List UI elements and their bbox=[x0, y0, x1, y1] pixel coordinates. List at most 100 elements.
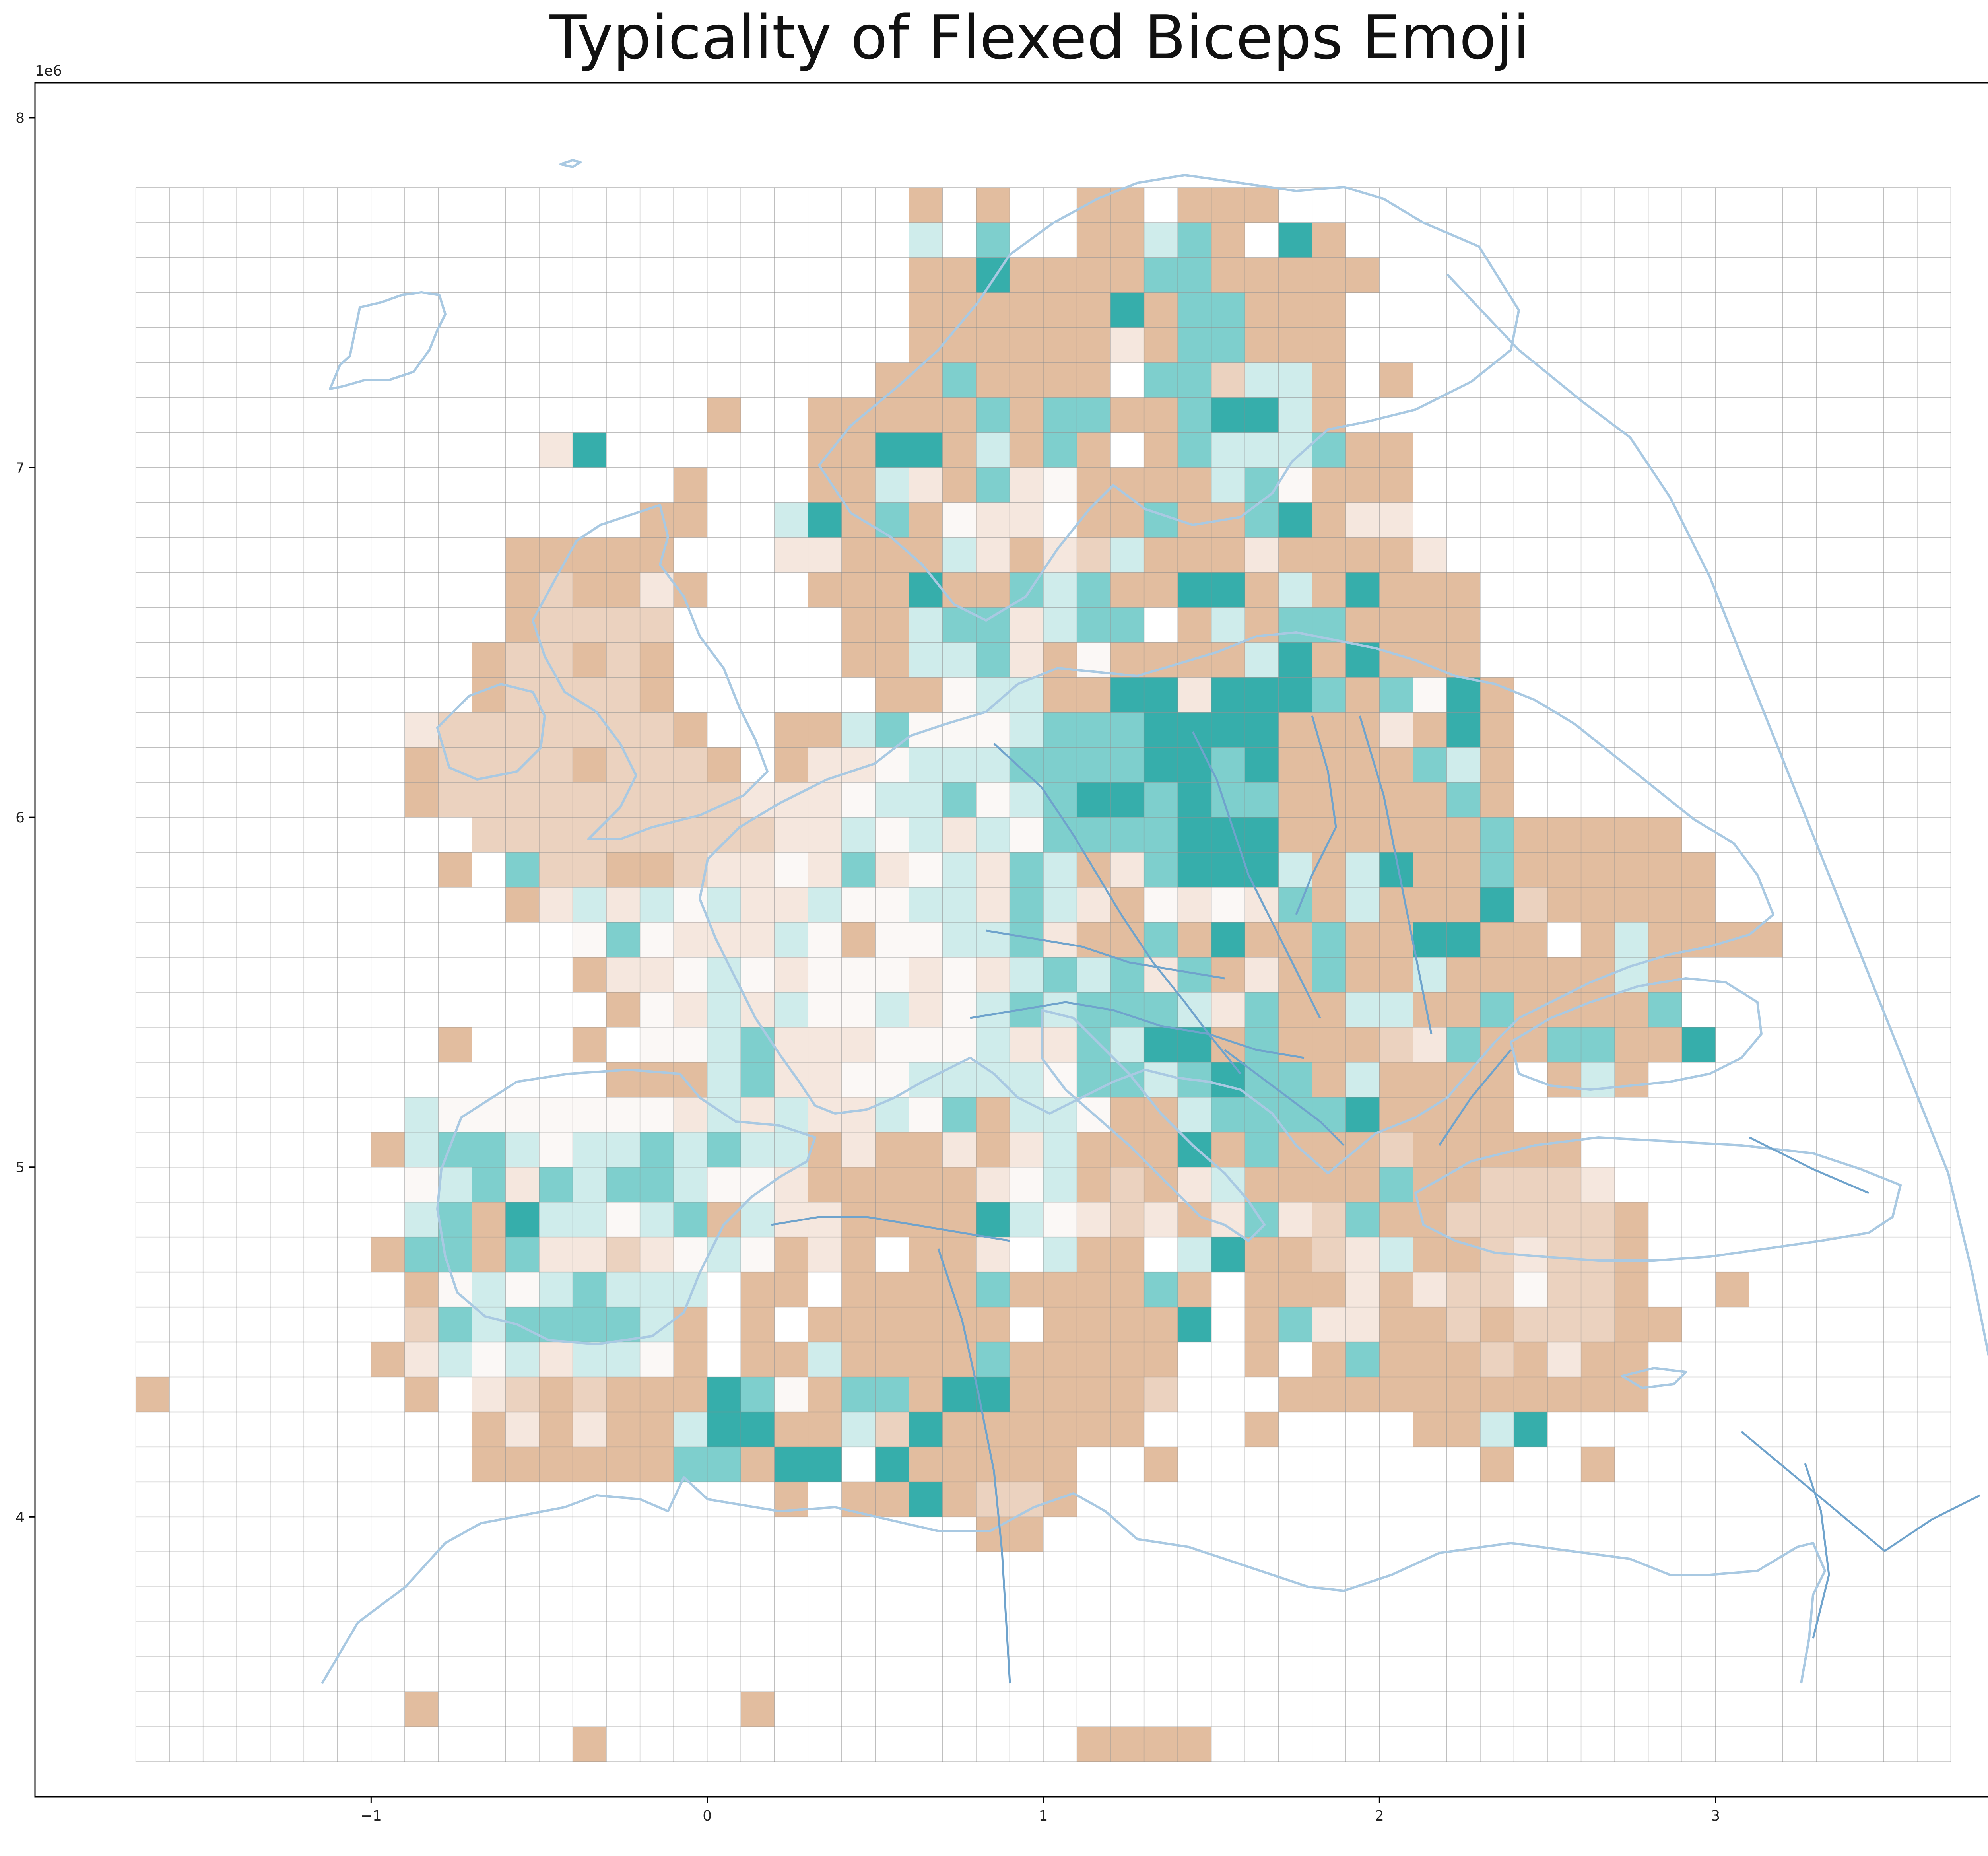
heatmap-cell bbox=[539, 642, 573, 678]
heatmap-cell bbox=[1144, 922, 1178, 957]
heatmap-cell bbox=[774, 1097, 808, 1132]
heatmap-cell bbox=[674, 1307, 707, 1342]
heatmap-cell bbox=[1345, 817, 1380, 853]
heatmap-cell bbox=[606, 922, 640, 957]
heatmap-cell bbox=[1144, 502, 1178, 538]
heatmap-cell bbox=[1278, 677, 1312, 713]
heatmap-cell bbox=[1110, 1097, 1144, 1132]
heatmap-cell bbox=[707, 1202, 741, 1237]
y-tick-label: 8 bbox=[16, 110, 25, 126]
heatmap-cell bbox=[1413, 922, 1447, 957]
heatmap-cell bbox=[1144, 817, 1178, 853]
heatmap-cell bbox=[875, 1412, 909, 1447]
heatmap-cell bbox=[1144, 1727, 1178, 1762]
heatmap-cell bbox=[1379, 1097, 1413, 1132]
heatmap-cell bbox=[1345, 537, 1380, 573]
heatmap-cell bbox=[1211, 1097, 1245, 1132]
x-tick-label: 0 bbox=[703, 1808, 712, 1824]
heatmap-cell bbox=[1178, 432, 1211, 468]
heatmap-cell bbox=[774, 992, 808, 1027]
heatmap-cell bbox=[774, 537, 808, 573]
heatmap-cell bbox=[707, 1027, 741, 1062]
heatmap-cell bbox=[942, 1097, 976, 1132]
heatmap-cell bbox=[1110, 1237, 1144, 1272]
heatmap-cell bbox=[1312, 257, 1346, 293]
heatmap-cell bbox=[909, 747, 943, 783]
heatmap-cell bbox=[976, 817, 1010, 853]
heatmap-cell bbox=[1144, 467, 1178, 503]
heatmap-cell bbox=[539, 1167, 573, 1202]
heatmap-cell bbox=[1581, 1202, 1615, 1237]
heatmap-cell bbox=[909, 887, 943, 923]
heatmap-cell bbox=[539, 537, 573, 573]
heatmap-cell bbox=[1379, 502, 1413, 538]
heatmap-cell bbox=[1413, 1237, 1447, 1272]
heatmap-cell bbox=[1345, 957, 1380, 992]
heatmap-cell bbox=[1278, 1307, 1312, 1342]
heatmap-cell bbox=[1648, 1307, 1682, 1342]
heatmap-cell bbox=[472, 1202, 506, 1237]
heatmap-cell bbox=[1077, 1272, 1110, 1307]
heatmap-cell bbox=[1144, 1377, 1178, 1412]
heatmap-cell bbox=[976, 957, 1010, 992]
heatmap-cell bbox=[438, 852, 472, 888]
heatmap-cell bbox=[539, 1132, 573, 1167]
heatmap-cell bbox=[875, 782, 909, 818]
heatmap-cell bbox=[505, 537, 539, 573]
heatmap-cell bbox=[808, 397, 842, 433]
cyprus-outline bbox=[1621, 1367, 1687, 1389]
heatmap-cell bbox=[909, 1132, 943, 1167]
heatmap-cell bbox=[1110, 537, 1144, 573]
heatmap-cell bbox=[841, 1027, 876, 1062]
heatmap-cell bbox=[976, 1412, 1010, 1447]
heatmap-cell bbox=[1110, 1412, 1144, 1447]
heatmap-cell bbox=[1278, 1377, 1312, 1412]
heatmap-cell bbox=[942, 1447, 976, 1482]
heatmap-cell bbox=[1514, 957, 1547, 992]
heatmap-cell bbox=[1211, 712, 1245, 748]
heatmap-cell bbox=[1278, 572, 1312, 608]
heatmap-cell bbox=[1480, 992, 1514, 1027]
heatmap-cell bbox=[976, 782, 1010, 818]
heatmap-cell bbox=[774, 922, 808, 957]
heatmap-cell bbox=[1547, 1377, 1581, 1412]
heatmap-cell bbox=[841, 1377, 876, 1412]
heatmap-cell bbox=[1446, 957, 1480, 992]
heatmap-cell bbox=[1245, 467, 1279, 503]
heatmap-cell bbox=[1144, 1202, 1178, 1237]
heatmap-cell bbox=[875, 1377, 909, 1412]
heatmap-cell bbox=[1278, 327, 1312, 363]
heatmap-cell bbox=[875, 1132, 909, 1167]
heatmap-cell bbox=[774, 747, 808, 783]
heatmap-cell bbox=[1514, 1027, 1547, 1062]
heatmap-cell bbox=[1345, 1272, 1380, 1307]
ireland-outline bbox=[436, 683, 546, 781]
heatmap-cell bbox=[1245, 1237, 1279, 1272]
heatmap-cell bbox=[1312, 292, 1346, 328]
heatmap-cell bbox=[942, 1132, 976, 1167]
heatmap-cell bbox=[1446, 1377, 1480, 1412]
heatmap-cell bbox=[1413, 1307, 1447, 1342]
heatmap-cell bbox=[1144, 292, 1178, 328]
heatmap-cell bbox=[674, 1447, 707, 1482]
heatmap-cell bbox=[573, 572, 606, 608]
heatmap-cell bbox=[976, 502, 1010, 538]
heatmap-cell bbox=[472, 677, 506, 713]
heatmap-cell bbox=[1615, 992, 1648, 1027]
heatmap-cell bbox=[1312, 887, 1346, 923]
heatmap-cell bbox=[573, 1132, 606, 1167]
heatmap-cell bbox=[404, 747, 439, 783]
heatmap-cell bbox=[1043, 1412, 1077, 1447]
heatmap-cell bbox=[438, 712, 472, 748]
heatmap-cell bbox=[741, 1202, 775, 1237]
italy-outline bbox=[1041, 1009, 1266, 1242]
heatmap-cell bbox=[774, 817, 808, 853]
heatmap-cell bbox=[1312, 572, 1346, 608]
heatmap-cell bbox=[1144, 1307, 1178, 1342]
heatmap-cell bbox=[741, 852, 775, 888]
heatmap-cell bbox=[1278, 747, 1312, 783]
heatmap-cell bbox=[707, 747, 741, 783]
heatmap-cell bbox=[1682, 852, 1716, 888]
heatmap-cell bbox=[1345, 1202, 1380, 1237]
x-tick-label: 1 bbox=[1039, 1808, 1048, 1824]
